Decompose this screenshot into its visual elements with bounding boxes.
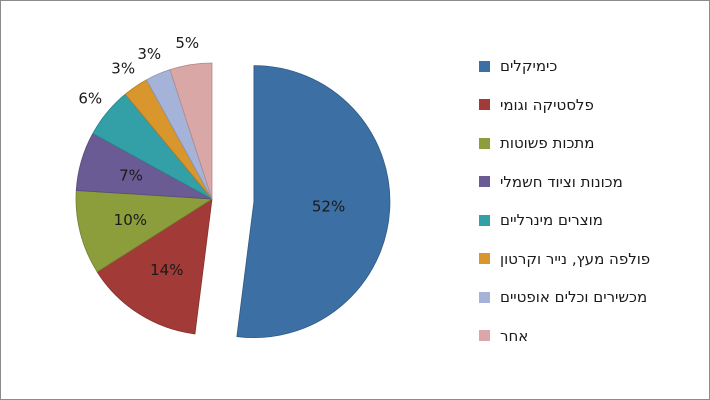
legend-swatch-6 [479,253,490,264]
legend-item-4: מכונות וציוד חשמלי [479,171,623,193]
data-label-4: 7% [119,166,143,184]
pie-slice-2 [96,198,213,335]
data-label-8: 5% [175,34,199,52]
legend-swatch-2 [479,99,490,110]
pie-slice-3 [75,190,213,273]
legend-label-8: אחר [500,326,529,345]
legend-label-3: מתכות פשוטות [500,134,595,152]
legend-label-2: פלסטיקה וגומי [500,95,594,114]
legend-swatch-1 [479,60,490,72]
legend-item-8: אחר [479,325,528,347]
pie-slice-1 [236,65,391,339]
legend-swatch-8 [479,330,490,341]
legend-label-4: מכונות וציוד חשמלי [500,172,623,191]
legend-item-1: כימיקלים [479,55,557,77]
legend-item-7: מכשירים וכלים אופטיים [479,286,647,308]
legend-label-5: מוצרים מינרליים [500,211,603,229]
data-label-1: 52% [312,197,345,215]
legend-label-7: מכשירים וכלים אופטיים [500,288,648,306]
legend-swatch-4 [479,176,490,187]
legend-label-6: פולפה מעץ, נייר וקרטון [500,249,651,268]
legend-item-2: פלסטיקה וגומי [479,94,594,116]
pie-slice-8 [169,62,213,200]
legend-item-3: מתכות פשוטות [479,132,594,154]
legend-swatch-7 [479,291,490,303]
legend-label-1: כימיקלים [500,57,558,75]
data-label-2: 14% [150,261,183,279]
data-label-3: 10% [114,211,147,229]
data-label-6: 3% [111,59,135,77]
legend-item-6: פולפה מעץ, נייר וקרטון [479,248,650,270]
legend-swatch-5 [479,214,490,226]
legend-item-5: מוצרים מינרליים [479,209,603,231]
legend-swatch-3 [479,137,490,149]
data-label-7: 3% [137,45,161,63]
data-label-5: 6% [78,89,102,107]
